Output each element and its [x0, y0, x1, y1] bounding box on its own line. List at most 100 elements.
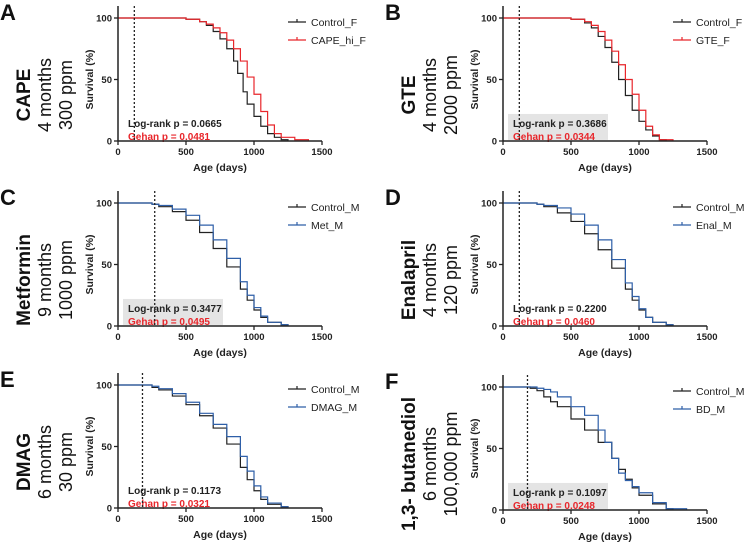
x-tick-label: 0 — [500, 516, 505, 527]
panel-letter: D — [385, 185, 401, 210]
drug-name: Metformin — [14, 234, 35, 326]
gehan-pvalue: Gehan p = 0.0248 — [513, 501, 595, 512]
x-tick-label: 1500 — [311, 147, 332, 158]
y-tick-label: 50 — [486, 260, 497, 271]
x-tick-label: 500 — [178, 514, 194, 525]
treatment-label: GTE 4 months 2000 ppm — [399, 55, 461, 135]
y-tick-label: 100 — [96, 199, 112, 210]
panel-e: E DMAG 6 months 30 ppm Log-rank p = 0.1173 Ge… — [0, 367, 373, 551]
y-axis-label: Survival (%) — [469, 234, 481, 294]
drug-name: GTE — [399, 75, 420, 114]
treatment-dose: 300 ppm — [56, 60, 76, 130]
y-tick-label: 100 — [481, 383, 497, 394]
survival-curve-control-m — [503, 386, 674, 510]
y-axis-label: Survival (%) — [84, 416, 96, 476]
treatment-label: Metformin 9 months 1000 ppm — [14, 234, 76, 326]
legend-label: Control_F — [696, 17, 742, 29]
x-tick-label: 1000 — [243, 332, 264, 343]
x-tick-label: 0 — [500, 332, 505, 343]
x-tick-label: 500 — [563, 332, 579, 343]
x-axis-label: Age (days) — [193, 529, 247, 541]
y-tick-label: 100 — [481, 14, 497, 25]
panel-letter: C — [0, 185, 16, 210]
y-tick-label: 0 — [492, 506, 497, 517]
treatment-dose: 2000 ppm — [441, 55, 461, 135]
treatment-dose: 30 ppm — [56, 432, 76, 492]
logrank-pvalue: Log-rank p = 0.0665 — [128, 119, 222, 130]
x-axis-label: Age (days) — [193, 162, 247, 174]
y-axis-label: Survival (%) — [469, 49, 481, 109]
panel-letter: B — [385, 0, 401, 25]
x-tick-label: 0 — [500, 147, 505, 158]
drug-name: 1,3- butanediol — [399, 397, 420, 531]
treatment-label: CAPE 4 months 300 ppm — [14, 58, 76, 132]
y-tick-label: 100 — [96, 381, 112, 392]
y-tick-label: 0 — [492, 322, 497, 333]
treatment-label: Enalapril 4 months 120 ppm — [399, 240, 461, 320]
legend-label: BD_M — [696, 404, 725, 416]
x-tick-label: 1000 — [628, 516, 649, 527]
gehan-pvalue: Gehan p = 0.0460 — [513, 317, 595, 328]
x-tick-label: 0 — [115, 332, 120, 343]
y-tick-label: 100 — [96, 14, 112, 25]
legend-label: Control_M — [696, 202, 744, 214]
logrank-pvalue: Log-rank p = 0.1097 — [513, 488, 607, 499]
y-tick-label: 50 — [101, 260, 112, 271]
gehan-pvalue: Gehan p = 0.0481 — [128, 132, 210, 143]
treatment-duration: 4 months — [420, 58, 440, 132]
x-tick-label: 500 — [178, 147, 194, 158]
panel-f: F 1,3- butanediol 6 months 100,000 ppm Log-r… — [385, 369, 746, 553]
y-axis-label: Survival (%) — [469, 418, 481, 478]
stat-box — [508, 113, 608, 140]
treatment-duration: 6 months — [35, 425, 55, 499]
panel-letter: E — [0, 367, 15, 392]
legend-label: GTE_F — [696, 35, 730, 47]
x-axis-label: Age (days) — [578, 531, 632, 543]
legend-label: Enal_M — [696, 220, 732, 232]
x-tick-label: 500 — [563, 147, 579, 158]
legend-label: Control_M — [696, 386, 744, 398]
y-tick-label: 100 — [481, 199, 497, 210]
x-tick-label: 500 — [178, 332, 194, 343]
treatment-duration: 4 months — [420, 243, 440, 317]
x-tick-label: 1500 — [696, 147, 717, 158]
y-tick-label: 0 — [492, 137, 497, 148]
survival-chart: E DMAG 6 months 30 ppm Log-rank p = 0.1173 Ge… — [0, 367, 359, 541]
legend-label: Control_M — [311, 202, 359, 214]
legend-label: Met_M — [311, 220, 343, 232]
panel-letter: F — [385, 369, 398, 394]
treatment-duration: 4 months — [35, 58, 55, 132]
gehan-pvalue: Gehan p = 0.0495 — [128, 317, 210, 328]
y-axis-label: Survival (%) — [84, 234, 96, 294]
drug-name: DMAG — [14, 433, 35, 491]
treatment-dose: 100,000 ppm — [441, 411, 461, 516]
x-tick-label: 1000 — [243, 514, 264, 525]
x-tick-label: 0 — [115, 514, 120, 525]
gehan-pvalue: Gehan p = 0.0344 — [513, 132, 595, 143]
x-tick-label: 500 — [563, 516, 579, 527]
gehan-pvalue: Gehan p = 0.0321 — [128, 499, 210, 510]
survival-curve-enal-m — [503, 202, 674, 326]
treatment-duration: 9 months — [35, 243, 55, 317]
x-tick-label: 1500 — [311, 514, 332, 525]
logrank-pvalue: Log-rank p = 0.1173 — [128, 486, 222, 497]
logrank-pvalue: Log-rank p = 0.3686 — [513, 119, 607, 130]
treatment-duration: 6 months — [420, 427, 440, 501]
panel-a: A CAPE 4 months 300 ppm Log-rank p = 0.0665 G… — [0, 0, 373, 184]
panel-b: B GTE 4 months 2000 ppm Log-rank p = 0.3686 G… — [385, 0, 746, 184]
y-tick-label: 50 — [101, 442, 112, 453]
x-tick-label: 0 — [115, 147, 120, 158]
x-tick-label: 1000 — [243, 147, 264, 158]
x-axis-label: Age (days) — [578, 162, 632, 174]
x-tick-label: 1500 — [696, 332, 717, 343]
drug-name: Enalapril — [399, 240, 420, 320]
stat-box — [508, 482, 608, 509]
x-axis-label: Age (days) — [578, 347, 632, 359]
survival-chart: D Enalapril 4 months 120 ppm Log-rank p = 0.… — [385, 185, 744, 359]
y-tick-label: 0 — [107, 137, 112, 148]
y-tick-label: 50 — [486, 75, 497, 86]
survival-chart: C Metformin 9 months 1000 ppm Log-rank p = 0… — [0, 185, 359, 359]
survival-curve-met-m — [118, 202, 289, 326]
survival-curve-dmag-m — [118, 384, 289, 508]
